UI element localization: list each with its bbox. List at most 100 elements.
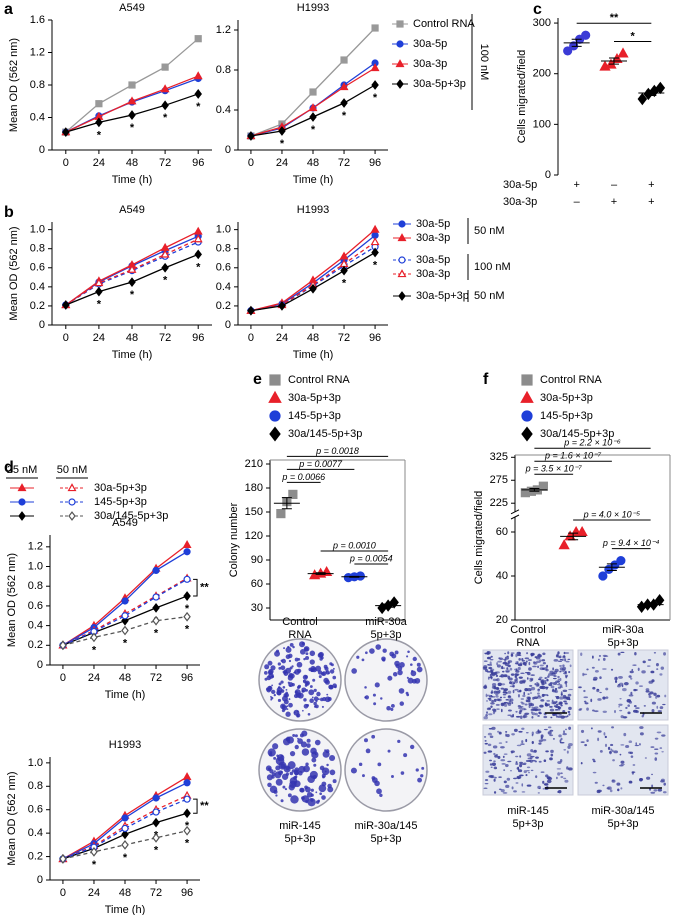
legend-marker [398, 220, 406, 228]
colony [365, 748, 371, 754]
cell [515, 653, 518, 658]
data-point [247, 305, 255, 316]
legend-label: 145-5p+3p [540, 410, 593, 422]
colony [287, 793, 292, 798]
comparison-label: p = 0.0018 [315, 446, 359, 456]
cell [503, 753, 508, 755]
x-tick-label: 96 [181, 672, 193, 684]
colony [288, 698, 291, 701]
colony [314, 739, 321, 746]
legend-marker [67, 483, 77, 492]
cell [503, 674, 508, 678]
cell [646, 665, 651, 667]
cell [484, 783, 489, 785]
cell [650, 746, 655, 748]
cell [503, 688, 508, 692]
comparison-label: p = 3.5 × 10⁻⁷ [525, 464, 583, 474]
cell [538, 760, 542, 763]
cell [550, 749, 554, 754]
cell [523, 714, 528, 718]
cell [498, 731, 502, 735]
cell [599, 750, 603, 753]
cell [491, 699, 495, 703]
legend-label: 30a-5p+3p [416, 290, 469, 302]
colony [292, 645, 295, 649]
legend-marker [396, 79, 404, 89]
colony [291, 769, 296, 773]
cell [653, 789, 658, 792]
cell [483, 716, 488, 720]
series-line [62, 798, 188, 860]
y-tick-label: 0 [225, 144, 231, 156]
legend-label: 30a-5p [416, 218, 450, 230]
colony [306, 743, 311, 748]
cell [578, 708, 582, 711]
cell [487, 664, 490, 666]
cell [511, 786, 514, 790]
cell [486, 742, 488, 745]
cell [519, 709, 523, 712]
image-label: Control [510, 624, 545, 636]
colony [271, 689, 276, 695]
colony [268, 668, 274, 675]
colony [358, 762, 363, 767]
y-tick-label: 1.6 [30, 14, 45, 26]
cell [630, 755, 634, 758]
colony [296, 713, 301, 718]
cell [628, 675, 632, 678]
cell [489, 659, 494, 661]
cell [530, 653, 533, 657]
cell [525, 732, 529, 734]
data-point [59, 854, 67, 864]
colony [285, 688, 288, 691]
image-label: 5p+3p [371, 833, 402, 845]
x-tick-label: 48 [307, 157, 319, 169]
cell [529, 759, 533, 763]
cell [623, 732, 627, 737]
y-tick-label: 0.8 [216, 243, 231, 255]
chart-title: A549 [112, 517, 138, 529]
cell [660, 666, 665, 670]
cell [496, 677, 500, 682]
colony [300, 741, 307, 748]
error-bar [281, 497, 292, 510]
colony [392, 672, 398, 677]
cell [559, 758, 563, 763]
colony [364, 686, 367, 689]
cell [551, 699, 554, 703]
cell [563, 777, 567, 780]
series-line [250, 229, 376, 312]
colony [323, 664, 328, 669]
cell [483, 736, 487, 738]
cell [502, 792, 508, 794]
cell [546, 699, 551, 702]
data-point [278, 301, 286, 311]
colony [407, 677, 414, 684]
colony [386, 705, 391, 711]
legend-marker [521, 410, 533, 422]
y-tick-label: 0 [39, 144, 45, 156]
y-tick-label: 0.8 [28, 580, 43, 592]
x-tick-label: 0 [63, 157, 69, 169]
legend-marker [521, 374, 533, 386]
significance-label: * [311, 124, 316, 136]
cell [537, 715, 540, 717]
colony [303, 698, 307, 702]
data-point [121, 814, 129, 822]
chart-title: H1993 [109, 739, 141, 751]
colony [362, 774, 365, 778]
colony [417, 777, 422, 783]
cell [598, 658, 600, 661]
cell [538, 653, 541, 656]
cell [564, 728, 568, 731]
data-point [581, 30, 591, 40]
cell [491, 762, 496, 767]
cell [561, 658, 564, 661]
colony [307, 775, 316, 784]
cell [656, 705, 659, 709]
y-tick-label: 150 [245, 506, 263, 518]
legend-marker [68, 498, 76, 506]
cell [529, 692, 533, 694]
cell [492, 745, 498, 749]
cell [504, 701, 509, 704]
